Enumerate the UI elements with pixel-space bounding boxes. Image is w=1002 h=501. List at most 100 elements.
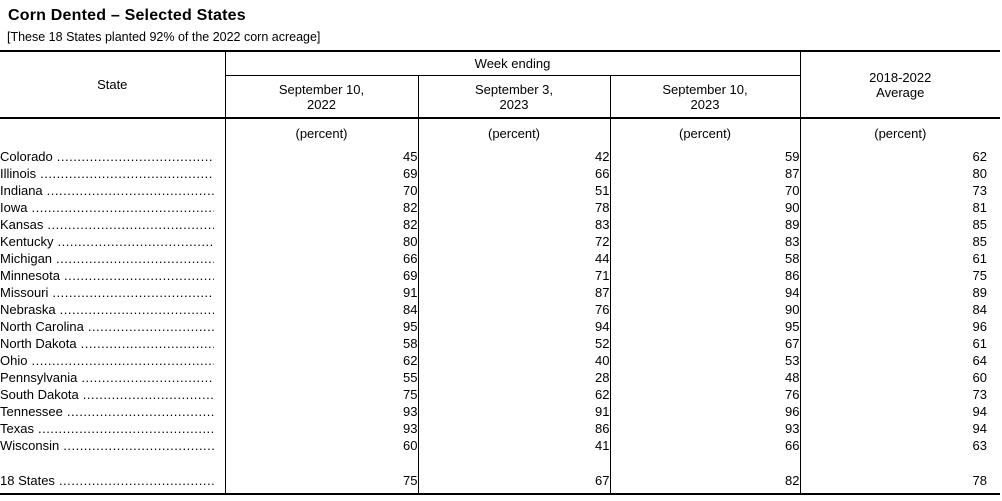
value-cell: 66 xyxy=(225,250,419,267)
table-row: Kansas..................................… xyxy=(0,216,1000,233)
value-cell: 85 xyxy=(972,234,988,249)
value-cell: 95 xyxy=(225,318,419,335)
state-name: Kentucky xyxy=(0,234,54,249)
state-cell: Iowa....................................… xyxy=(0,199,226,216)
value-cell: 94 xyxy=(418,318,611,335)
value-cell: 69 xyxy=(225,165,419,182)
value-cell: 75 xyxy=(225,386,419,403)
value-cell: 52 xyxy=(418,335,611,352)
dot-leader: ........................................… xyxy=(57,234,214,249)
dot-leader: ........................................… xyxy=(56,149,214,164)
value-cell: 78 xyxy=(418,199,611,216)
value-cell: 86 xyxy=(610,267,801,284)
date-column-header-1: September 10, 2022 xyxy=(225,75,419,118)
value-cell: 94 xyxy=(972,404,988,419)
total-row: 18 States...............................… xyxy=(0,468,1000,494)
value-cell: 94 xyxy=(610,284,801,301)
state-name: Missouri xyxy=(0,285,49,300)
date1-line1: September 10, xyxy=(278,81,365,97)
header-row-dates: September 10, 2022 September 3, 2023 Sep… xyxy=(0,75,1000,118)
value-cell: 58 xyxy=(610,250,801,267)
state-name: Ohio xyxy=(0,353,28,368)
table-row: Pennsylvania............................… xyxy=(0,369,1000,386)
table-row: Indiana.................................… xyxy=(0,182,1000,199)
state-cell: Missouri................................… xyxy=(0,284,226,301)
spacer-cell xyxy=(610,454,801,468)
value-cell: 48 xyxy=(610,369,801,386)
value-cell: 62 xyxy=(225,352,419,369)
table-row: Ohio....................................… xyxy=(0,352,1000,369)
state-name: Illinois xyxy=(0,166,37,181)
state-column-header: State xyxy=(0,50,226,118)
dot-leader: ........................................… xyxy=(31,200,213,215)
value-cell: 95 xyxy=(610,318,801,335)
value-cell: 61 xyxy=(972,336,988,351)
average-column-header: 2018-2022 Average xyxy=(800,50,1001,118)
value-cell: 61 xyxy=(972,251,988,266)
table-row: Michigan................................… xyxy=(0,250,1000,267)
date3-line2: 2023 xyxy=(690,96,720,112)
value-cell: 82 xyxy=(225,199,419,216)
value-cell: 42 xyxy=(418,148,611,165)
state-cell: Wisconsin...............................… xyxy=(0,437,226,454)
table-row: Minnesota...............................… xyxy=(0,267,1000,284)
value-cell: 82 xyxy=(225,216,419,233)
date-column-header-3: September 10, 2023 xyxy=(610,75,801,118)
unit-row: (percent) (percent) (percent) (percent) xyxy=(0,117,1001,148)
dot-leader: ........................................… xyxy=(63,268,214,283)
table-row: Wisconsin...............................… xyxy=(0,437,1000,454)
value-cell: 94 xyxy=(972,421,988,436)
value-cell: 51 xyxy=(418,182,611,199)
dot-leader: ........................................… xyxy=(66,404,214,419)
state-name: South Dakota xyxy=(0,387,79,402)
value-cell: 53 xyxy=(610,352,801,369)
state-cell: Colorado................................… xyxy=(0,148,226,165)
date2-line1: September 3, xyxy=(474,81,554,97)
value-cell: 40 xyxy=(418,352,611,369)
spacer-cell xyxy=(800,454,1000,468)
table-row: North Dakota............................… xyxy=(0,335,1000,352)
value-cell: 76 xyxy=(418,301,611,318)
dot-leader: ........................................… xyxy=(59,302,214,317)
table-row: Texas...................................… xyxy=(0,420,1000,437)
value-cell: 44 xyxy=(418,250,611,267)
date2-line2: 2023 xyxy=(499,96,529,112)
value-cell: 91 xyxy=(225,284,419,301)
dot-leader: ........................................… xyxy=(46,183,214,198)
state-name: Kansas xyxy=(0,217,44,232)
value-cell: 91 xyxy=(418,403,611,420)
value-cell: 71 xyxy=(418,267,611,284)
value-cell: 73 xyxy=(972,183,988,198)
table-row: Tennessee...............................… xyxy=(0,403,1000,420)
corn-dented-table: State Week ending 2018-2022 Average Sept… xyxy=(0,50,1001,495)
state-name: 18 States xyxy=(0,473,55,488)
value-cell: 89 xyxy=(972,285,988,300)
value-cell: 69 xyxy=(225,267,419,284)
state-cell: 18 States...............................… xyxy=(0,468,226,494)
state-cell: South Dakota............................… xyxy=(0,386,226,403)
table-body: Colorado................................… xyxy=(0,148,1000,494)
state-cell: Nebraska................................… xyxy=(0,301,226,318)
dot-leader: ........................................… xyxy=(87,319,214,334)
unit-cell: (percent) xyxy=(225,117,419,148)
dot-leader: ........................................… xyxy=(40,166,213,181)
dot-leader: ........................................… xyxy=(63,438,214,453)
state-cell: Tennessee...............................… xyxy=(0,403,226,420)
state-cell: Texas...................................… xyxy=(0,420,226,437)
table-row: Kentucky................................… xyxy=(0,233,1000,250)
state-cell: Kentucky................................… xyxy=(0,233,226,250)
value-cell: 62 xyxy=(418,386,611,403)
value-cell: 64 xyxy=(972,353,988,368)
value-cell: 58 xyxy=(225,335,419,352)
state-cell: Minnesota...............................… xyxy=(0,267,226,284)
value-cell: 82 xyxy=(610,468,801,494)
dot-leader: ........................................… xyxy=(56,251,214,266)
table-row: Illinois................................… xyxy=(0,165,1000,182)
state-name: Tennessee xyxy=(0,404,63,419)
value-cell: 67 xyxy=(610,335,801,352)
value-cell: 75 xyxy=(972,268,988,283)
date1-line2: 2022 xyxy=(307,96,336,112)
spacer-cell xyxy=(225,454,419,468)
dot-leader: ........................................… xyxy=(81,370,213,385)
table-row: Iowa....................................… xyxy=(0,199,1000,216)
